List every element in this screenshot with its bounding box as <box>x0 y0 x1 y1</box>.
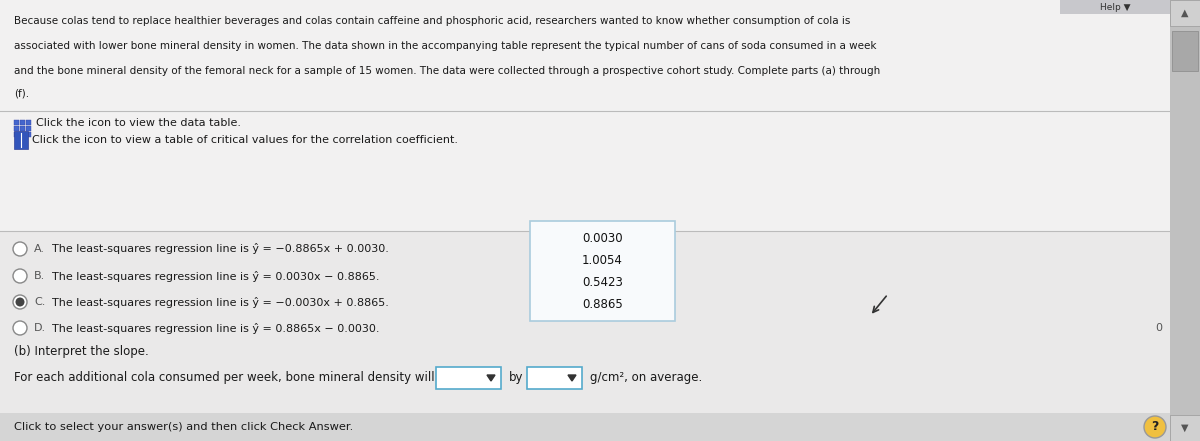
Text: 0.5423: 0.5423 <box>582 277 623 289</box>
Circle shape <box>13 295 28 309</box>
Text: Click the icon to view the data table.: Click the icon to view the data table. <box>36 117 241 127</box>
Bar <box>26 132 31 137</box>
Text: and the bone mineral density of the femoral neck for a sample of 15 women. The d: and the bone mineral density of the femo… <box>14 66 881 76</box>
Text: ▲: ▲ <box>1181 8 1189 18</box>
Circle shape <box>1144 416 1166 438</box>
Text: associated with lower bone mineral density in women. The data shown in the accom: associated with lower bone mineral densi… <box>14 41 876 51</box>
Text: Help ▼: Help ▼ <box>1099 3 1130 11</box>
Bar <box>20 126 25 131</box>
Bar <box>0 413 1170 441</box>
Bar <box>436 367 502 389</box>
Text: D.: D. <box>34 323 46 333</box>
Bar <box>26 120 31 125</box>
Text: The least-squares regression line is ŷ = −0.8865x + 0.0030.: The least-squares regression line is ŷ … <box>52 243 389 254</box>
Bar <box>527 367 582 389</box>
Text: C.: C. <box>34 297 46 307</box>
Text: g/cm², on average.: g/cm², on average. <box>590 371 702 385</box>
Text: The least-squares regression line is ŷ = 0.0030x − 0.8865.: The least-squares regression line is ŷ … <box>52 270 379 281</box>
Circle shape <box>13 321 28 335</box>
Text: ?: ? <box>1151 421 1159 434</box>
Text: ▼: ▼ <box>1181 423 1189 433</box>
Polygon shape <box>568 375 576 381</box>
Text: (b) Interpret the slope.: (b) Interpret the slope. <box>14 344 149 358</box>
Text: 0.8865: 0.8865 <box>582 299 623 311</box>
Circle shape <box>16 298 24 306</box>
Circle shape <box>13 242 28 256</box>
Bar <box>0 231 1170 441</box>
Circle shape <box>13 269 28 283</box>
Text: by: by <box>509 371 523 385</box>
Bar <box>1060 0 1170 14</box>
Text: 0.0030: 0.0030 <box>582 232 623 246</box>
Bar <box>20 120 25 125</box>
Text: Click the icon to view a table of critical values for the correlation coefficien: Click the icon to view a table of critic… <box>32 135 458 145</box>
Text: A.: A. <box>34 244 46 254</box>
Bar <box>14 131 28 149</box>
Text: The least-squares regression line is ŷ = 0.8865x − 0.0030.: The least-squares regression line is ŷ … <box>52 322 379 333</box>
Polygon shape <box>487 375 496 381</box>
Bar <box>14 126 19 131</box>
Bar <box>1172 31 1198 71</box>
Text: B.: B. <box>34 271 46 281</box>
Bar <box>14 120 19 125</box>
Bar <box>14 132 19 137</box>
Bar <box>26 126 31 131</box>
Bar <box>1170 0 1200 26</box>
Text: For each additional cola consumed per week, bone mineral density will: For each additional cola consumed per we… <box>14 371 434 385</box>
Bar <box>1170 0 1200 441</box>
Text: (f).: (f). <box>14 88 29 98</box>
Bar <box>1170 415 1200 441</box>
Text: Click to select your answer(s) and then click Check Answer.: Click to select your answer(s) and then … <box>14 422 353 432</box>
Text: The least-squares regression line is ŷ = −0.0030x + 0.8865.: The least-squares regression line is ŷ … <box>52 296 389 307</box>
Text: 1.0054: 1.0054 <box>582 254 623 268</box>
Text: 0: 0 <box>1154 323 1162 333</box>
Text: Because colas tend to replace healthier beverages and colas contain caffeine and: Because colas tend to replace healthier … <box>14 16 851 26</box>
Bar <box>0 0 1170 231</box>
Bar <box>530 221 674 321</box>
Bar <box>20 132 25 137</box>
